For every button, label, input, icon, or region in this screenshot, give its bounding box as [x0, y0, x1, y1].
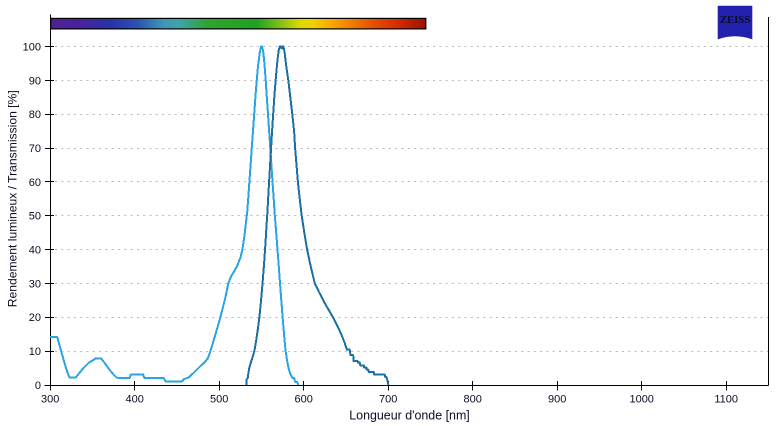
svg-text:70: 70	[29, 143, 41, 155]
svg-text:30: 30	[29, 278, 41, 290]
svg-text:500: 500	[210, 394, 228, 406]
svg-text:400: 400	[126, 394, 144, 406]
svg-text:ZEISS: ZEISS	[720, 15, 751, 26]
svg-text:800: 800	[464, 394, 482, 406]
svg-text:20: 20	[29, 312, 41, 324]
svg-text:1000: 1000	[629, 394, 653, 406]
svg-text:600: 600	[295, 394, 313, 406]
svg-text:300: 300	[41, 394, 59, 406]
svg-text:100: 100	[23, 41, 41, 53]
svg-text:900: 900	[548, 394, 566, 406]
svg-text:10: 10	[29, 346, 41, 358]
svg-text:40: 40	[29, 245, 41, 257]
svg-text:Longueur d'onde [nm]: Longueur d'onde [nm]	[349, 409, 470, 423]
svg-text:90: 90	[29, 75, 41, 87]
svg-text:Rendement lumineux / Transmiss: Rendement lumineux / Transmission [%]	[5, 90, 19, 307]
svg-text:50: 50	[29, 211, 41, 223]
svg-text:1100: 1100	[714, 394, 738, 406]
svg-text:700: 700	[379, 394, 397, 406]
svg-text:60: 60	[29, 177, 41, 189]
svg-text:0: 0	[35, 380, 41, 392]
svg-text:80: 80	[29, 109, 41, 121]
